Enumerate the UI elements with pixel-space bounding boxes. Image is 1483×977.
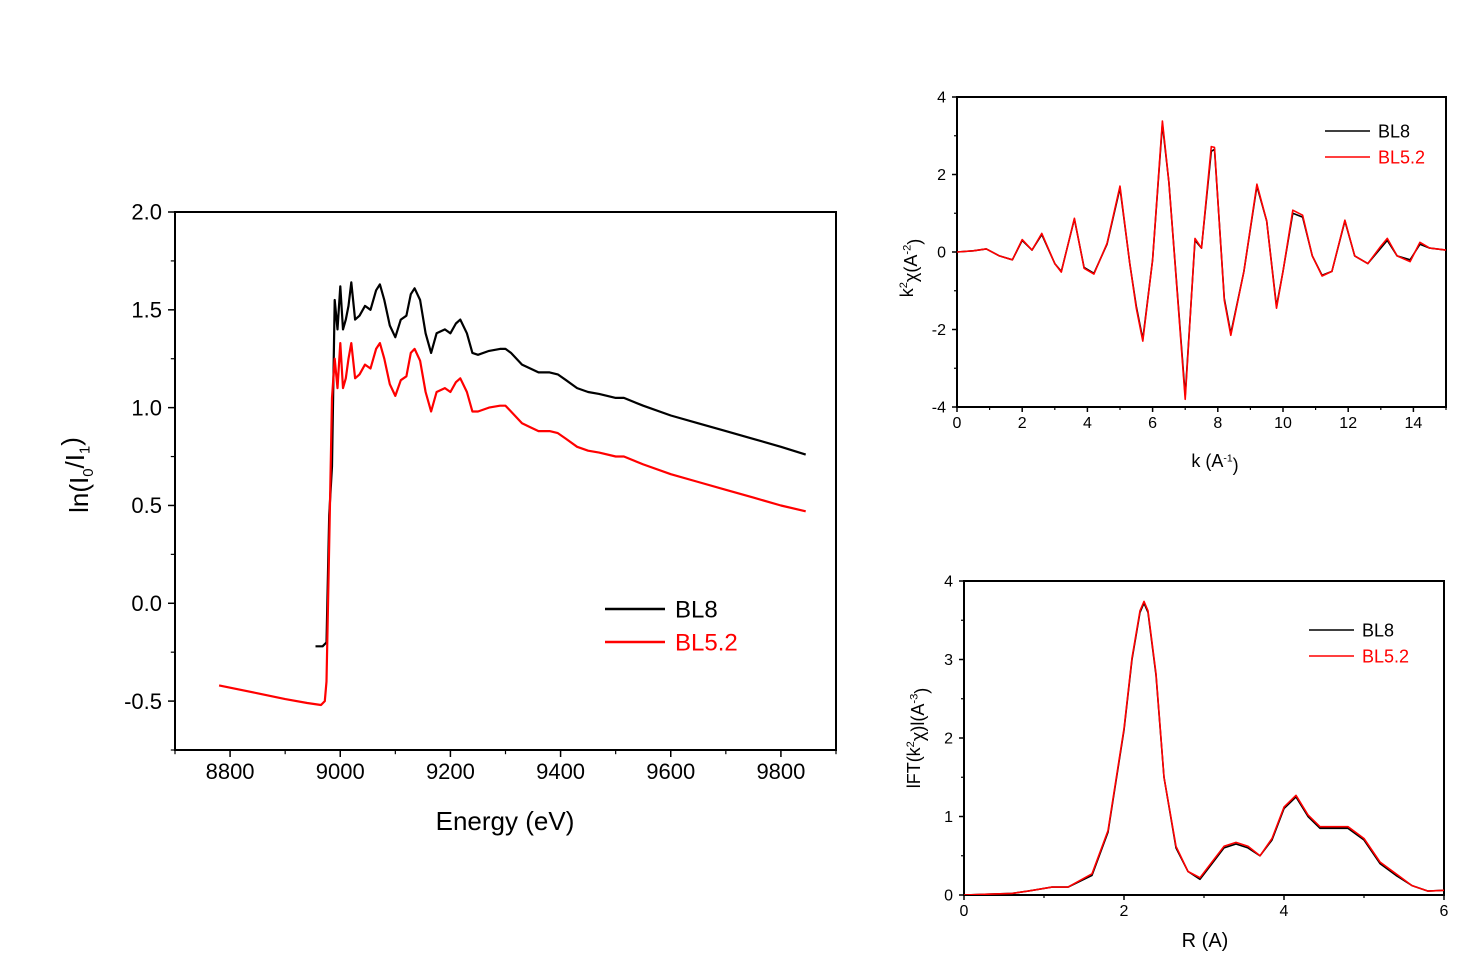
y-axis-label-part-2: χ)l(A (908, 704, 928, 741)
x-tick-label: 2 (1018, 415, 1027, 432)
y-tick-label: 2.0 (131, 200, 162, 225)
x-axis-label-part-1: -1 (1223, 453, 1232, 464)
y-axis-label: lFT(k2χ)l(A-3) (904, 688, 932, 789)
y-axis-label-part-0: lFT(k (904, 746, 924, 788)
y-axis-label-part-0: ln(I (64, 477, 94, 513)
x-tick-label: 9400 (536, 759, 585, 784)
y-tick-label: 0 (944, 888, 953, 905)
y-axis-label-part-1: 2 (898, 282, 910, 288)
y-tick-label: 1.0 (131, 395, 162, 420)
x-tick-label: 0 (960, 903, 969, 920)
legend-label-BL8: BL8 (1362, 620, 1394, 640)
x-tick-label: 8 (1213, 415, 1222, 432)
series-line-BL5.2 (964, 600, 1444, 895)
x-tick-label: 9200 (426, 759, 475, 784)
x-tick-label: 2 (1120, 903, 1129, 920)
legend: BL8 BL5.2 (1325, 121, 1425, 167)
y-tick-label: 2 (944, 731, 953, 748)
x-tick-label: 6 (1440, 903, 1449, 920)
y-axis-label-part-4: ) (912, 688, 932, 694)
x-tick-label: 12 (1339, 415, 1357, 432)
y-axis-label-part-3: -2 (902, 245, 914, 255)
x-tick-label: 14 (1405, 415, 1423, 432)
series-line-BL5.2 (957, 120, 1446, 401)
y-axis-label-part-2: χ(A (901, 255, 921, 282)
y-axis-label-part-4: ) (56, 437, 86, 446)
legend-label-BL5.2: BL5.2 (675, 630, 738, 657)
x-axis-label-part-0: k (A (1191, 451, 1223, 471)
x-tick-label: 8800 (206, 759, 255, 784)
x-tick-label: 4 (1083, 415, 1092, 432)
plot-frame (956, 96, 1447, 408)
y-axis-label-part-3: 1 (77, 446, 93, 454)
x-tick-label: 9800 (756, 759, 805, 784)
series-line-BL5.2 (218, 342, 806, 707)
x-tick-label: 6 (1148, 415, 1157, 432)
legend-label-BL5.2: BL5.2 (1362, 646, 1409, 666)
legend-label-BL8: BL8 (675, 597, 718, 624)
x-axis-label: Energy (eV) (436, 806, 575, 836)
y-axis-label-part-3: -3 (909, 694, 921, 704)
y-tick-label: -2 (932, 322, 946, 339)
x-tick-label: 4 (1280, 903, 1289, 920)
y-tick-label: 0 (937, 245, 946, 262)
y-tick-label: 1.5 (131, 298, 162, 323)
y-tick-label: 0.5 (131, 493, 162, 518)
legend-label-BL8: BL8 (1378, 121, 1410, 141)
x-axis-label: k (A-1) (1191, 451, 1238, 475)
series-line-BL8 (964, 602, 1444, 895)
y-tick-label: 2 (937, 167, 946, 184)
legend: BL8 BL5.2 (605, 597, 738, 657)
legend: BL8 BL5.2 (1309, 620, 1409, 666)
y-axis-label-part-2: /I (60, 454, 90, 468)
y-tick-label: 0.0 (131, 591, 162, 616)
y-axis-label-part-4: ) (905, 239, 925, 245)
x-tick-label: 10 (1274, 415, 1292, 432)
y-tick-label: -4 (932, 400, 946, 417)
y-axis-label: ln(I0/I1) (56, 437, 97, 513)
y-tick-label: 1 (944, 809, 953, 826)
x-tick-label: 9000 (316, 759, 365, 784)
series-line-BL8 (957, 123, 1446, 397)
y-tick-label: 3 (944, 652, 953, 669)
y-axis-label-part-1: 0 (81, 469, 97, 477)
plot-frame (174, 211, 837, 751)
y-axis-label: k2χ(A-2) (897, 239, 925, 298)
y-tick-label: 4 (937, 90, 946, 107)
y-axis-label-part-0: k (897, 287, 917, 297)
chart-1: 8800 9000 9200 9400 9600 9800 -0.5 0.0 0.5 1.0 1.5… (56, 200, 837, 836)
x-tick-label: 9600 (646, 759, 695, 784)
series-line-BL8 (315, 281, 807, 648)
y-tick-label: 4 (944, 574, 953, 591)
x-axis-label-part-2: ) (1233, 455, 1239, 475)
x-axis-label: R (A) (1182, 930, 1229, 952)
legend-label-BL5.2: BL5.2 (1378, 147, 1425, 167)
y-tick-label: -0.5 (124, 689, 162, 714)
x-tick-label: 0 (953, 415, 962, 432)
y-axis-label-part-1: 2 (905, 741, 917, 747)
